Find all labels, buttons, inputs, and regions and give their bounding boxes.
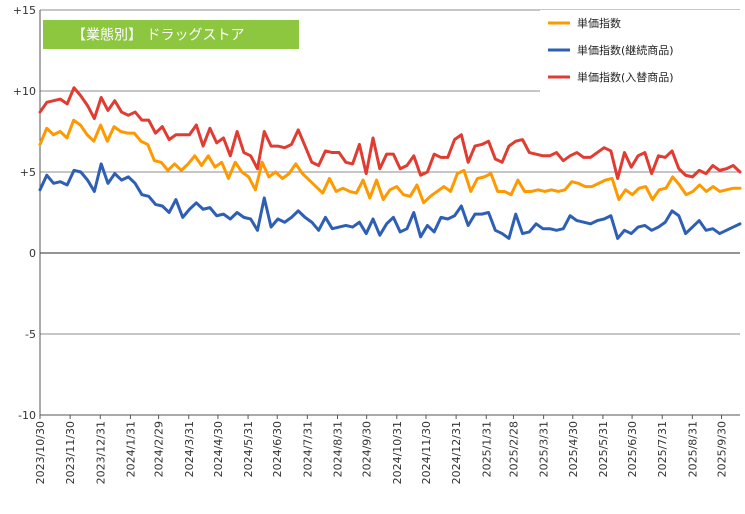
- legend-item: 単価指数: [548, 16, 621, 30]
- y-tick-label: +5: [20, 166, 36, 179]
- legend-label-unit-price: 単価指数: [577, 16, 621, 30]
- x-tick-label: 2024/10/31: [391, 421, 404, 484]
- chart-title: 【業態別】 ドラッグストア: [43, 20, 299, 49]
- y-tick-label: +15: [13, 4, 36, 17]
- x-tick-label: 2025/2/28: [507, 421, 520, 477]
- x-tick-label: 2024/1/31: [124, 421, 137, 477]
- legend-label-replaced-items: 単価指数(入替商品): [577, 70, 674, 84]
- x-tick-label: 2024/4/30: [212, 421, 225, 477]
- x-tick-label: 2025/1/31: [480, 421, 493, 477]
- y-axis-tick-labels: +15 +10 +5 0 -5 -10: [13, 4, 36, 422]
- x-axis-tick-labels: 2023/10/30 2023/11/30 2023/12/31 2024/1/31 2…: [34, 415, 729, 484]
- x-tick-label: 2025/5/31: [597, 421, 610, 477]
- axes: [39, 10, 740, 416]
- x-tick-label: 2025/9/30: [716, 421, 729, 477]
- x-tick-label: 2025/4/30: [567, 421, 580, 477]
- x-tick-label: 2024/2/29: [153, 421, 166, 477]
- y-tick-label: 0: [29, 247, 36, 260]
- x-tick-label: 2024/3/31: [183, 421, 196, 477]
- x-tick-label: 2025/8/31: [686, 421, 699, 477]
- series-lines: [38, 86, 742, 240]
- x-tick-label: 2025/6/30: [626, 421, 639, 477]
- x-tick-label: 2023/10/30: [34, 421, 47, 484]
- legend-label-continuing-items: 単価指数(継続商品): [577, 43, 674, 57]
- series-line: [38, 118, 742, 205]
- chart-title-text: 【業態別】 ドラッグストア: [72, 28, 244, 44]
- x-tick-label: 2025/3/31: [538, 421, 551, 477]
- legend-item: 単価指数(入替商品): [548, 70, 674, 84]
- legend: 単価指数 単価指数(継続商品) 単価指数(入替商品): [540, 10, 740, 96]
- y-tick-label: +10: [13, 85, 36, 98]
- x-tick-label: 2024/6/30: [271, 421, 284, 477]
- x-tick-label: 2024/5/31: [242, 421, 255, 477]
- legend-item: 単価指数(継続商品): [548, 43, 674, 57]
- y-tick-label: -10: [18, 409, 36, 422]
- legend-background: [540, 10, 740, 96]
- x-tick-label: 2024/12/31: [450, 421, 463, 484]
- x-tick-label: 2024/9/30: [361, 421, 374, 477]
- series-line: [38, 162, 742, 240]
- series-line: [38, 86, 742, 180]
- x-tick-label: 2024/8/31: [332, 421, 345, 477]
- y-tick-label: -5: [25, 328, 36, 341]
- x-tick-label: 2024/7/31: [301, 421, 314, 477]
- x-tick-label: 2024/11/30: [420, 421, 433, 484]
- x-tick-label: 2023/11/30: [64, 421, 77, 484]
- chart-title-background: [43, 20, 299, 49]
- x-tick-label: 2025/7/31: [656, 421, 669, 477]
- x-tick-label: 2023/12/31: [94, 421, 107, 484]
